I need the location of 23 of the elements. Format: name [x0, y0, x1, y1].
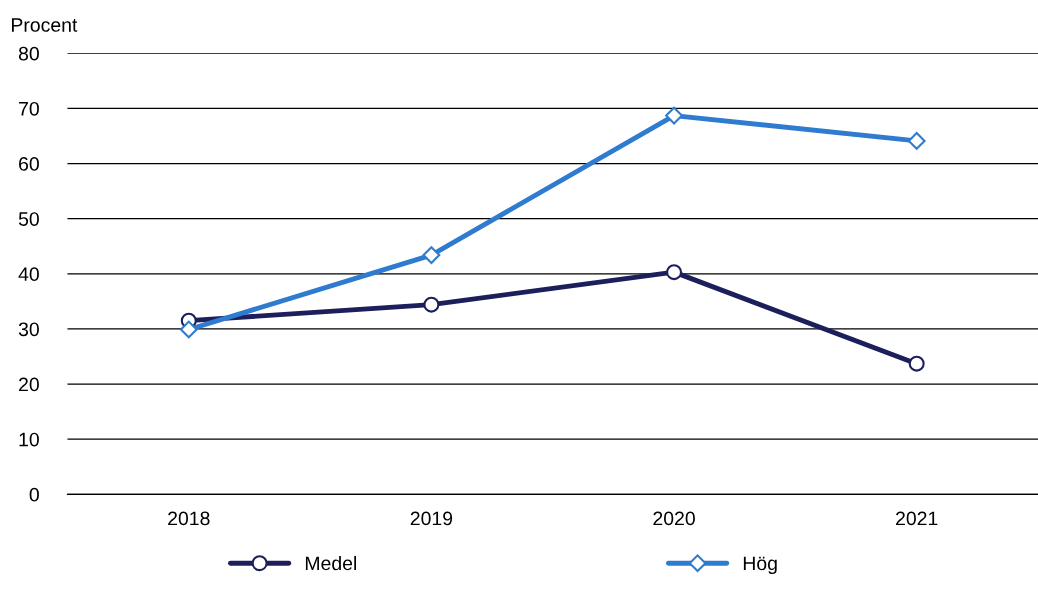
- y-tick-label: 0: [29, 487, 39, 502]
- point: [908, 355, 925, 372]
- x-tick-label: 2018: [168, 511, 210, 526]
- y-tick-label: 40: [18, 267, 39, 282]
- y-tick-label: 80: [18, 46, 39, 61]
- legend-label: Hög: [743, 556, 777, 575]
- point: [666, 264, 683, 281]
- y-tick-label: 70: [19, 101, 39, 116]
- x-tick-label: 2021: [896, 511, 938, 526]
- point: [665, 106, 683, 125]
- y-tick-label: 30: [18, 322, 39, 337]
- y-tick-label: 60: [19, 157, 39, 171]
- point: [423, 296, 440, 313]
- y-tick-label: 50: [18, 212, 39, 226]
- y-tick-label: 20: [19, 377, 39, 392]
- point: [907, 132, 926, 150]
- x-tick-label: 2020: [653, 511, 695, 526]
- x-tick-label: 2019: [410, 511, 453, 526]
- point: [179, 320, 198, 339]
- legend-label: Medel: [305, 555, 356, 571]
- y-tick-label: 10: [19, 432, 39, 447]
- y-axis-title: Procent: [11, 18, 78, 32]
- point: [422, 246, 441, 264]
